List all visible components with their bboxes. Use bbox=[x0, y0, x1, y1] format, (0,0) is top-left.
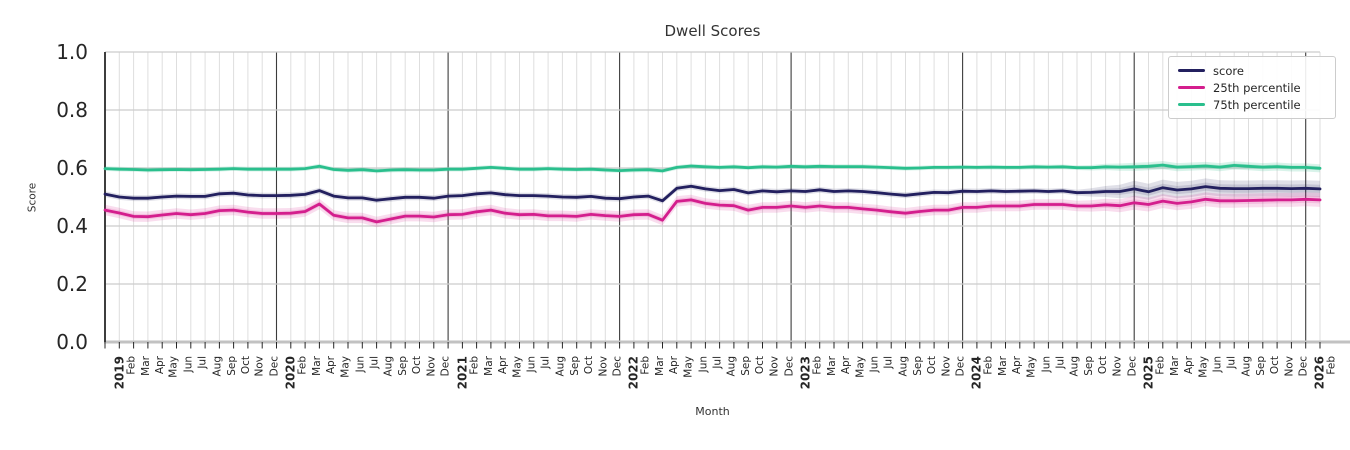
legend-line-swatch bbox=[1178, 68, 1205, 73]
y-tick-label: 0.6 bbox=[56, 156, 88, 180]
legend-item: 25th percentile bbox=[1169, 79, 1329, 96]
legend-label: score bbox=[1213, 63, 1244, 78]
legend: score 25th percentile 75th percentile bbox=[1168, 56, 1336, 119]
legend-item: 75th percentile bbox=[1169, 96, 1329, 113]
legend-label: 25th percentile bbox=[1213, 80, 1301, 95]
y-tick-label: 0.8 bbox=[56, 98, 88, 122]
y-tick-label: 0.4 bbox=[56, 214, 88, 238]
legend-line-swatch bbox=[1178, 102, 1205, 107]
legend-line-swatch bbox=[1178, 85, 1205, 90]
y-tick-label: 0.0 bbox=[56, 330, 88, 354]
legend-item: score bbox=[1169, 62, 1329, 79]
legend-label: 75th percentile bbox=[1213, 97, 1301, 112]
chart-title: Dwell Scores bbox=[664, 22, 761, 40]
x-axis-label: Month bbox=[695, 405, 730, 418]
y-tick-label: 1.0 bbox=[56, 40, 88, 64]
y-tick-label: 0.2 bbox=[56, 272, 88, 296]
